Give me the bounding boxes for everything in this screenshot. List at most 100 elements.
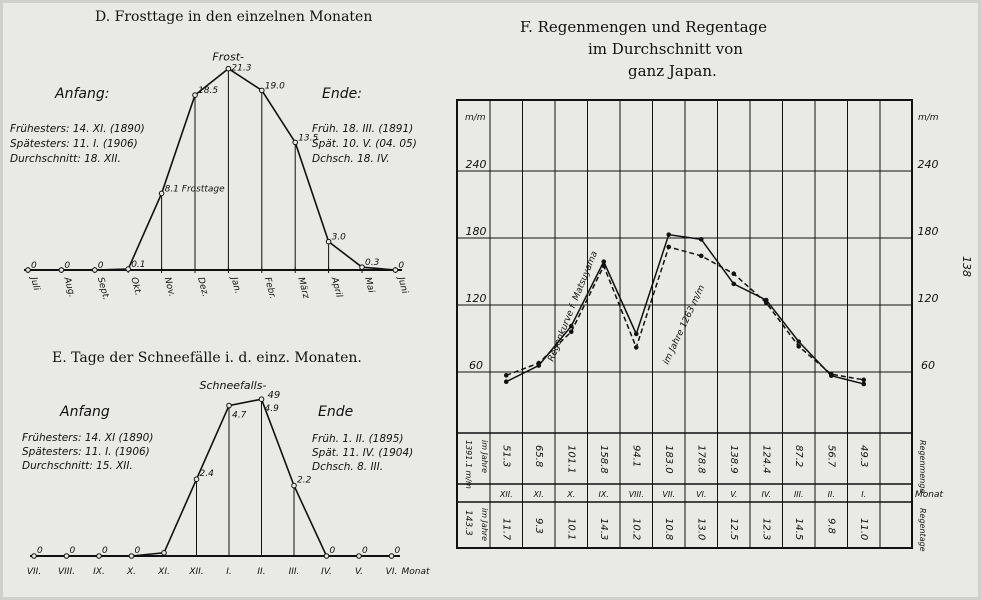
snow-point	[291, 482, 297, 489]
snow-anfang-line-3: Durchschnitt: 15. XII.	[22, 460, 133, 472]
rain-table-days: 14.5	[793, 518, 804, 540]
snow-point	[388, 553, 395, 559]
frost-value-label: 0.3	[365, 258, 380, 268]
rain-ytick-left: 240	[466, 158, 487, 171]
snow-point	[258, 396, 265, 403]
frost-anfang-heading: Anfang:	[55, 86, 110, 102]
rain-table-days: 12.5	[728, 518, 739, 540]
rain-point	[601, 263, 607, 269]
frost-ende-line-3: Dchsch. 18. IV.	[312, 153, 390, 165]
rain-annual-days-value: 143.3	[463, 510, 473, 536]
snow-month-label: X.	[126, 567, 136, 577]
rain-table-month: IX.	[599, 490, 609, 499]
frost-value-label: 13.5	[298, 133, 318, 143]
rain-unit-right: m/m	[918, 113, 939, 123]
frost-point	[25, 267, 31, 273]
snow-point	[161, 550, 167, 556]
rain-table-month: I.	[861, 490, 866, 499]
rain-series-dashed	[505, 246, 864, 381]
rain-table-value: 65.8	[533, 445, 544, 467]
frost-point	[192, 92, 198, 98]
rain-point	[861, 377, 867, 383]
rain-point	[861, 381, 867, 387]
snow-point	[31, 553, 37, 559]
snow-month-label: II.	[257, 567, 265, 577]
frost-anfang-line-3: Durchschnitt: 18. XII.	[10, 153, 121, 165]
frost-point	[125, 266, 131, 272]
rain-point	[601, 259, 607, 264]
rain-point	[763, 300, 769, 306]
snow-anfang-heading: Anfang	[60, 404, 110, 420]
frost-value-label: 21.3	[231, 64, 251, 74]
rain-table-days: 9.8	[825, 518, 836, 534]
snow-month-label: V.	[355, 567, 363, 577]
rain-point	[666, 244, 672, 250]
rain-table-value: 158.8	[598, 445, 609, 474]
frost-value-label: 0.1	[131, 260, 145, 270]
rain-table-value: 124.4	[760, 445, 771, 474]
frost-value-label: 3.0	[332, 233, 347, 243]
rain-table-month: VII.	[662, 490, 675, 499]
snow-chart-title: E. Tage der Schneefälle i. d. einz. Mona…	[52, 350, 362, 366]
frost-value-label: 0	[64, 261, 70, 271]
snow-anfang-line-2: Spätesters: 11. I. (1906)	[22, 446, 150, 458]
frost-point	[359, 264, 365, 270]
snow-ende-line-1: Früh. 1. II. (1895)	[312, 433, 404, 445]
rain-point	[828, 371, 834, 377]
frost-point	[225, 65, 232, 72]
frost-value-label: 0	[398, 261, 404, 271]
rain-table-month: XII.	[499, 490, 513, 499]
page-margin-number: 138	[960, 256, 973, 277]
rain-point	[666, 232, 672, 237]
rain-table-days: 12.3	[760, 518, 771, 540]
snow-value-label: 0	[362, 546, 368, 556]
rain-point	[698, 253, 704, 259]
rain-annual-days-header: im Jahre	[480, 508, 489, 541]
snow-value-label: 2.4	[200, 469, 215, 479]
snow-point	[193, 476, 200, 483]
rain-ytick-right: 240	[918, 158, 939, 171]
frost-value-label: 19.0	[265, 81, 285, 91]
frost-ende-line-2: Spät. 10. V. (04. 05)	[312, 138, 417, 150]
snow-point	[356, 553, 362, 559]
rain-table-month: VI.	[696, 490, 706, 499]
rain-chart-title-line-1: F. Regenmengen und Regentage	[520, 18, 768, 36]
frost-month-label: Jan.	[228, 274, 243, 295]
snow-month-label: IV.	[321, 567, 332, 577]
frost-value-label: 0	[31, 261, 37, 271]
rain-ytick-left: 60	[469, 359, 483, 372]
rain-row-label: Regenmenge	[918, 440, 927, 493]
snow-value-label: 0	[37, 546, 43, 556]
frost-month-label: Juni	[395, 274, 410, 295]
rain-table-days: 14.3	[598, 518, 609, 540]
frost-month-label: Nov.	[162, 276, 177, 298]
rain-point	[731, 281, 737, 287]
rain-table-month: V.	[730, 490, 737, 499]
frost-value-label: 18.5	[198, 86, 218, 96]
frost-value-label: 8.1 Frosttage	[165, 184, 226, 194]
snow-point	[323, 553, 330, 559]
rain-point	[698, 237, 704, 242]
rain-table-month: IV.	[762, 490, 771, 499]
rain-row-label: Monat	[915, 490, 943, 500]
rain-table-value: 94.1	[630, 445, 641, 467]
snow-axis-end-label: Monat	[402, 567, 430, 577]
rain-point	[503, 373, 509, 378]
rain-table-value: 138.9	[728, 445, 739, 474]
frost-month-label: Juli	[28, 274, 42, 292]
rain-point	[796, 344, 802, 349]
snow-month-label: VIII.	[58, 567, 75, 577]
rain-chart-title-line-2: im Durchschnitt von	[588, 40, 743, 58]
frost-point	[392, 267, 399, 273]
rain-unit-left: m/m	[465, 113, 486, 123]
rain-table-month: X.	[566, 490, 575, 499]
frost-point	[259, 87, 265, 94]
rain-ytick-right: 180	[918, 225, 939, 238]
snow-point	[226, 402, 232, 409]
snow-month-label: I.	[226, 567, 232, 577]
rain-table-days: 11.0	[858, 518, 869, 540]
frost-anfang-line-1: Frühesters: 14. XI. (1890)	[10, 123, 145, 135]
rain-annual-value: 1391.1 m/m	[464, 440, 473, 489]
snow-anfang-line-1: Frühesters: 14. XI (1890)	[22, 432, 154, 444]
